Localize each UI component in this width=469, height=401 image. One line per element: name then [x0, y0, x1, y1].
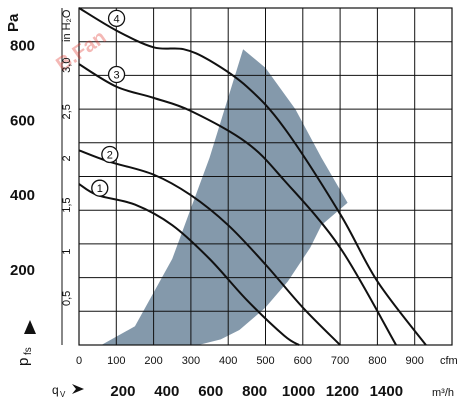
y-unit-inh2o: in H₂O — [61, 9, 73, 42]
x-arrow-icon — [72, 384, 84, 394]
x-tick-cfm: 100 — [107, 355, 125, 367]
y-tick-inh2o: 1 — [61, 249, 73, 255]
series-marker-label-2: 2 — [107, 149, 113, 161]
x-tick-m3h: 1200 — [326, 383, 359, 400]
x-tick-m3h: 600 — [198, 383, 223, 400]
x-tick-m3h: 200 — [110, 383, 135, 400]
series-marker-label-1: 1 — [97, 183, 103, 195]
x-symbol: q — [52, 383, 59, 397]
series-curve-4 — [78, 7, 427, 346]
x-unit-m3h: m³/h — [432, 387, 454, 399]
y-symbol-pfs: p fs — [15, 320, 36, 366]
series-layer: 1 2 3 4 — [78, 7, 427, 346]
x-tick-cfm: 200 — [144, 355, 162, 367]
series-marker-label-3: 3 — [114, 70, 120, 82]
x-tick-cfm: 800 — [368, 355, 386, 367]
y-tick-inh2o: 2,5 — [61, 104, 73, 119]
operating-zone-layer — [101, 49, 348, 345]
y-tick-inh2o: 2 — [61, 155, 73, 161]
x-tick-m3h: 1400 — [370, 383, 403, 400]
y-tick-inh2o: 0,5 — [61, 291, 73, 306]
operating-zone — [101, 49, 348, 345]
y-tick-pa: 800 — [10, 37, 35, 54]
x-tick-cfm: 400 — [219, 355, 237, 367]
x-tick-m3h: 800 — [242, 383, 267, 400]
x-tick-cfm: 900 — [406, 355, 424, 367]
y-symbol: p — [15, 358, 32, 366]
series-marker-2 — [101, 145, 119, 164]
plot-frame — [78, 7, 453, 346]
y-tick-inh2o: 3,0 — [61, 58, 73, 73]
y-tick-pa: 600 — [10, 112, 35, 129]
y-arrow-icon — [24, 320, 36, 334]
x-tick-cfm: 300 — [182, 355, 200, 367]
x-tick-cfm: 0 — [76, 355, 82, 367]
x-unit-cfm: cfm — [440, 355, 458, 367]
x-symbol-sub: V — [60, 390, 66, 399]
series-marker-4 — [107, 9, 126, 28]
x-tick-m3h: 1000 — [282, 383, 315, 400]
y-unit-pa: Pa — [5, 13, 22, 32]
x-tick-cfm: 500 — [256, 355, 274, 367]
series-marker-3 — [107, 65, 126, 84]
series-marker-label-4: 4 — [114, 13, 120, 25]
y-tick-inh2o: 1,5 — [61, 197, 73, 212]
series-curve-3 — [78, 63, 397, 346]
x-tick-m3h: 400 — [154, 383, 179, 400]
y-symbol-sub: fs — [23, 347, 34, 355]
y-tick-pa: 400 — [10, 187, 35, 204]
grid — [61, 7, 453, 346]
x-symbol-qv: q V — [52, 383, 84, 399]
x-tick-cfm: 600 — [294, 355, 312, 367]
y-tick-pa: 200 — [10, 262, 35, 279]
series-marker-1 — [91, 179, 109, 197]
x-tick-cfm: 700 — [331, 355, 349, 367]
